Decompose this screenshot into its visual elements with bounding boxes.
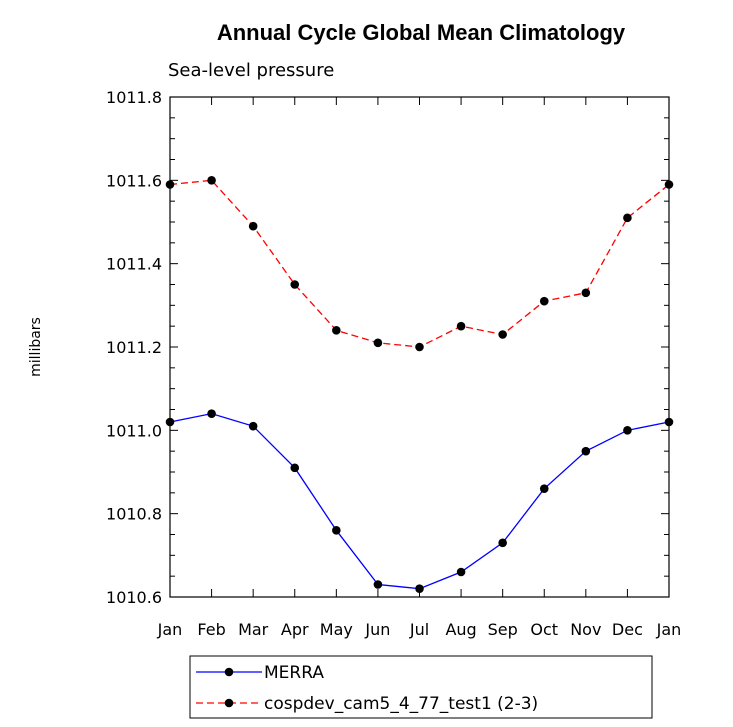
axis-ticks: 1010.6 1010.8 1011.0 1011.2 1011.4 1011.6 1011… (106, 88, 681, 639)
legend-marker-2 (224, 698, 234, 708)
data-point (207, 176, 216, 185)
legend-marker-1 (224, 667, 234, 677)
data-point (165, 180, 175, 189)
y-tick-label: 1011.8 (106, 88, 162, 107)
data-point (539, 484, 549, 493)
y-tick-label: 1010.8 (106, 505, 162, 524)
data-point (581, 446, 591, 456)
data-point (623, 426, 632, 435)
legend-label-2: cospdev_cam5_4_77_test1 (2-3) (264, 694, 538, 714)
x-tick-label: Jan (157, 620, 183, 639)
data-point (332, 326, 341, 335)
data-point (664, 180, 674, 189)
x-tick-label: Nov (570, 620, 601, 639)
y-tick-label: 1010.6 (106, 588, 162, 607)
legend: MERRA cospdev_cam5_4_77_test1 (2-3) (196, 663, 538, 714)
data-point (373, 338, 383, 348)
x-tick-label: May (320, 620, 353, 639)
series-line-1 (169, 413, 670, 590)
data-point (290, 463, 300, 473)
legend-label-1: MERRA (264, 663, 324, 683)
data-point (456, 567, 466, 577)
data-point (664, 417, 674, 427)
data-point (207, 409, 216, 418)
x-tick-label: Oct (530, 620, 558, 639)
y-axis-label: millibars (28, 317, 44, 377)
data-point (456, 321, 466, 331)
x-tick-label: Jul (409, 620, 429, 639)
data-point (415, 584, 424, 593)
data-point (373, 580, 383, 589)
x-tick-label: Jan (656, 620, 682, 639)
y-tick-label: 1011.2 (106, 338, 162, 357)
chart-subtitle: Sea-level pressure (168, 60, 334, 81)
data-point (415, 342, 424, 352)
x-tick-label: Apr (281, 620, 309, 639)
data-point (290, 280, 300, 289)
data-point (539, 296, 549, 306)
chart-title: Annual Cycle Global Mean Climatology (217, 20, 626, 45)
legend-box (189, 655, 653, 719)
data-point (165, 417, 175, 427)
data-point (332, 526, 341, 535)
y-tick-label: 1011.0 (106, 421, 162, 440)
data-point (248, 221, 258, 231)
data-point (581, 288, 591, 298)
x-tick-label: Mar (238, 620, 269, 639)
x-tick-label: Feb (197, 620, 225, 639)
y-tick-label: 1011.4 (106, 255, 162, 274)
series-layer (165, 176, 674, 593)
x-tick-label: Jun (364, 620, 390, 639)
x-tick-label: Aug (445, 620, 476, 639)
data-point (248, 421, 258, 431)
data-point (498, 330, 507, 339)
series-line-2 (169, 179, 670, 348)
x-tick-label: Dec (612, 620, 643, 639)
data-point (623, 213, 632, 223)
y-tick-label: 1011.6 (106, 171, 162, 190)
data-point (498, 538, 507, 548)
x-tick-label: Sep (488, 620, 518, 639)
